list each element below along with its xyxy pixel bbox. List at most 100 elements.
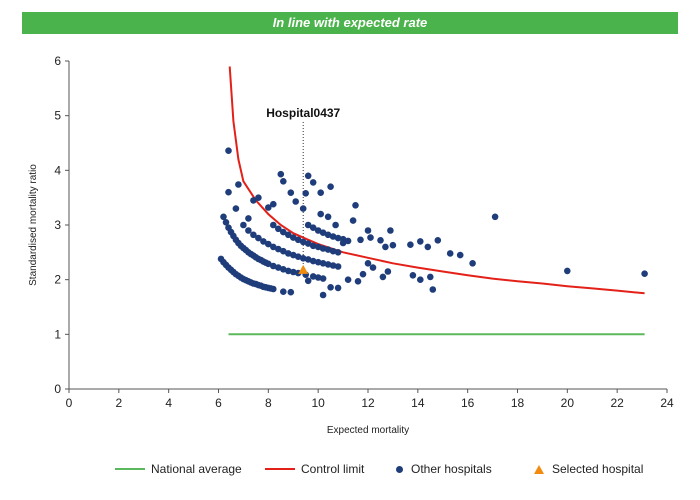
other-hospital-point: [339, 239, 347, 247]
x-tick-label: 20: [561, 396, 575, 410]
hospital-annotation-label: Hospital0437: [266, 106, 340, 120]
x-tick-label: 22: [610, 396, 624, 410]
selected-hospital-marker: [298, 264, 309, 274]
x-tick-label: 16: [461, 396, 475, 410]
other-hospital-point: [354, 278, 362, 285]
other-hospital-point: [275, 245, 282, 253]
status-banner: In line with expected rate: [22, 12, 678, 34]
other-hospital-point: [309, 273, 317, 280]
other-hospital-point: [309, 257, 317, 265]
legend-item-selected-hospital: Selected hospital: [531, 460, 643, 478]
other-hospital-point: [324, 213, 332, 221]
other-hospital-point: [564, 267, 571, 275]
other-hospital-point: [270, 262, 277, 270]
x-tick-label: 12: [361, 396, 375, 410]
y-tick-label: 1: [54, 327, 61, 341]
other-hospital-point: [304, 240, 312, 247]
other-hospital-point: [255, 234, 262, 242]
legend-swatch-triangle: [534, 464, 544, 474]
other-hospital-point: [240, 221, 247, 229]
other-hospital-point: [280, 228, 287, 236]
other-hospital-point: [389, 241, 397, 249]
other-hospital-point: [417, 276, 424, 284]
other-hospital-point: [235, 181, 242, 188]
other-hospital-point: [317, 189, 325, 196]
other-hospital-point: [222, 219, 230, 226]
other-hospital-point: [407, 241, 414, 248]
other-hospital-point: [304, 172, 312, 180]
legend-item-national-average: National average: [115, 460, 242, 478]
other-hospital-point: [250, 231, 257, 239]
other-hospital-point: [270, 200, 277, 208]
other-hospital-point: [309, 179, 317, 186]
other-hospital-point: [245, 215, 252, 222]
legend-swatch-line: [265, 468, 295, 470]
other-hospital-point: [277, 170, 285, 178]
other-hospital-point: [329, 262, 337, 269]
other-hospital-point: [382, 243, 389, 251]
other-hospital-point: [299, 238, 307, 246]
other-hospital-point: [317, 210, 325, 218]
legend-label: National average: [151, 462, 242, 476]
other-hospital-point: [319, 275, 327, 282]
y-axis-label: Standardised mortality ratio: [28, 164, 39, 286]
other-hospital-point: [275, 225, 282, 233]
other-hospital-point: [309, 224, 317, 231]
other-hospital-point: [292, 198, 300, 205]
other-hospital-point: [417, 238, 424, 245]
y-tick-label: 2: [54, 273, 61, 287]
other-hospital-point: [456, 251, 464, 259]
legend-label: Other hospitals: [411, 462, 492, 476]
other-hospital-point: [275, 264, 282, 271]
other-hospital-point: [352, 202, 359, 209]
other-hospital-point: [334, 234, 342, 242]
legend-label: Selected hospital: [552, 462, 644, 476]
x-tick-label: 18: [511, 396, 525, 410]
other-hospital-point: [641, 270, 648, 278]
other-hospital-point: [491, 213, 499, 221]
x-tick-label: 14: [411, 396, 425, 410]
other-hospital-point: [280, 266, 287, 273]
other-hospital-point: [319, 245, 327, 252]
other-hospital-point: [446, 250, 454, 257]
y-tick-label: 0: [54, 382, 61, 396]
other-hospital-point: [324, 246, 332, 253]
other-hospital-point: [270, 285, 277, 293]
other-hospital-point: [299, 205, 307, 212]
other-hospital-point: [319, 291, 327, 299]
other-hospital-point: [220, 213, 227, 221]
other-hospital-point: [225, 147, 232, 154]
other-hospital-point: [270, 243, 277, 251]
other-hospital-point: [260, 238, 267, 245]
x-tick-label: 8: [265, 396, 272, 410]
other-hospital-point: [304, 277, 312, 285]
chart-legend: National average Control limit Other hos…: [0, 460, 700, 480]
other-hospital-point: [344, 276, 352, 284]
other-hospital-point: [377, 237, 384, 244]
legend-swatch-line: [115, 468, 145, 470]
other-hospital-point: [334, 263, 342, 270]
legend-item-other-hospitals: Other hospitals: [392, 460, 492, 478]
other-hospital-point: [324, 231, 332, 239]
y-tick-label: 5: [54, 109, 61, 123]
other-hospital-point: [304, 221, 312, 229]
other-hospital-point: [387, 227, 394, 234]
other-hospital-point: [344, 237, 352, 245]
other-hospital-point: [280, 288, 287, 296]
y-tick-label: 3: [54, 218, 61, 232]
x-tick-label: 10: [311, 396, 325, 410]
other-hospital-point: [334, 249, 342, 256]
y-tick-label: 6: [54, 54, 61, 68]
legend-label: Control limit: [301, 462, 365, 476]
other-hospital-point: [299, 254, 307, 262]
other-hospital-point: [379, 273, 387, 281]
other-hospital-point: [280, 247, 287, 255]
y-tick-label: 4: [54, 163, 61, 177]
other-hospital-point: [334, 284, 342, 292]
other-hospital-point: [285, 231, 292, 239]
other-hospital-point: [329, 247, 337, 255]
other-hospital-point: [287, 189, 295, 196]
other-hospital-point: [427, 273, 434, 281]
other-hospital-point: [250, 197, 257, 204]
other-hospital-point: [294, 236, 302, 244]
